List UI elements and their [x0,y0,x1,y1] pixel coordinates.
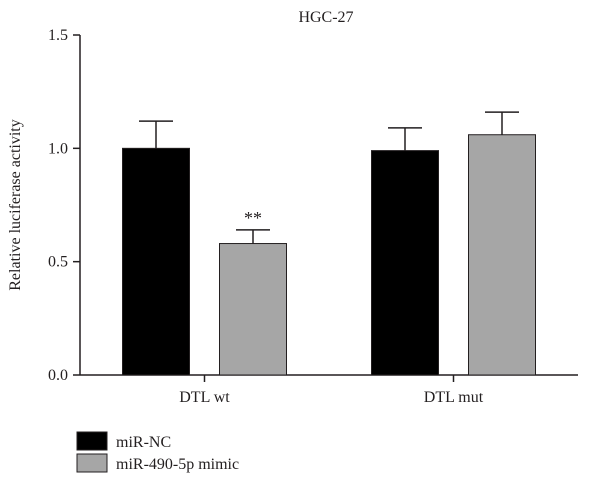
y-axis-ticks: 0.0 0.5 1.0 1.5 [48,27,80,384]
bar [219,243,287,376]
y-axis-label: Relative luciferase activity [7,119,24,290]
y-tick-label: 1.5 [48,27,68,44]
legend: miR-NC miR-490-5p mimic [76,431,239,473]
x-tick-label: DTL mut [424,389,484,406]
legend-label: miR-490-5p mimic [116,456,239,473]
legend-swatch [76,453,108,473]
x-tick-label: DTL wt [179,389,230,406]
y-tick-label: 0.5 [48,254,68,271]
error-bars-group [139,111,519,244]
legend-swatch [76,431,108,451]
y-tick-label: 0.0 [48,367,68,384]
bars-group [122,134,536,376]
x-axis-ticks: DTL wt DTL mut [179,375,484,406]
y-tick-label: 1.0 [48,140,68,157]
chart-title: HGC-27 [298,9,353,26]
significance-annotations: ** [244,208,262,228]
significance-marker: ** [244,208,262,228]
bar [371,150,439,376]
bar [122,147,190,376]
bar [468,134,536,376]
legend-label: miR-NC [116,434,171,451]
